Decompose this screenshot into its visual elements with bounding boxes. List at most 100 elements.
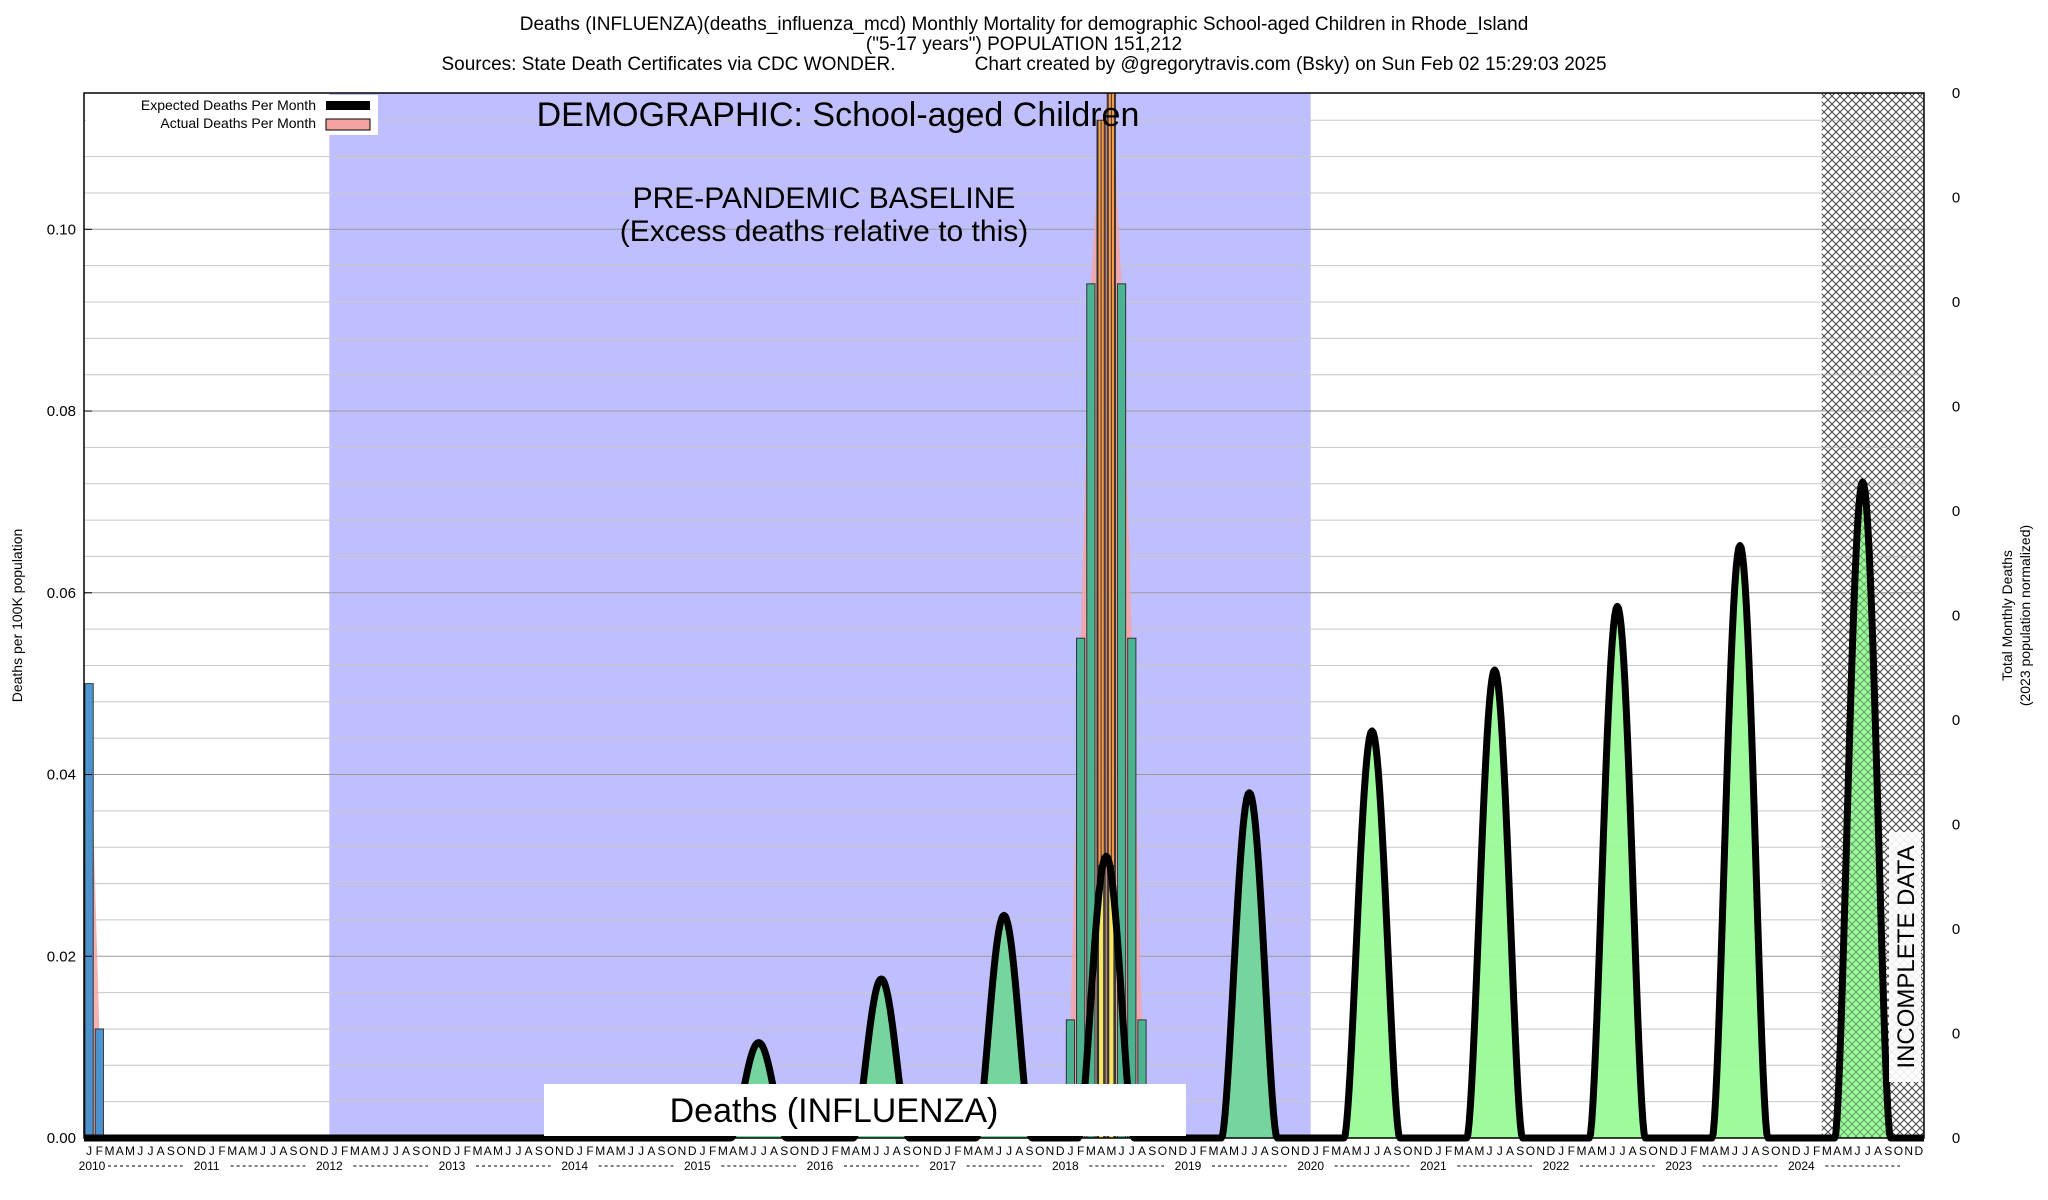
x-month-label: M bbox=[105, 1144, 115, 1158]
y2-tick-label: 0 bbox=[1952, 399, 1960, 416]
x-month-label: O bbox=[1403, 1144, 1412, 1158]
legend-actual-label: Actual Deaths Per Month bbox=[160, 115, 316, 131]
x-month-label: M bbox=[350, 1144, 360, 1158]
x-month-label: O bbox=[1526, 1144, 1535, 1158]
y2-tick-label: 0 bbox=[1952, 85, 1960, 102]
chart-title-line-2: ("5-17 years") POPULATION 151,212 bbox=[865, 34, 1183, 55]
x-month-label: F bbox=[1322, 1144, 1329, 1158]
x-month-label: J bbox=[945, 1144, 951, 1158]
x-month-label: M bbox=[227, 1144, 237, 1158]
x-month-label: N bbox=[1291, 1144, 1300, 1158]
expected-fill-2017 bbox=[976, 915, 1032, 1138]
x-month-label: D bbox=[443, 1144, 452, 1158]
x-month-label: M bbox=[595, 1144, 605, 1158]
x-year-label: 2023 bbox=[1665, 1159, 1692, 1173]
x-year-label: 2019 bbox=[1175, 1159, 1202, 1173]
x-month-label: O bbox=[1035, 1144, 1044, 1158]
y-axis-label: Deaths per 100K population bbox=[9, 529, 25, 703]
x-month-label: D bbox=[811, 1144, 820, 1158]
x-month-label: M bbox=[1352, 1144, 1362, 1158]
x-month-label: N bbox=[1659, 1144, 1668, 1158]
x-month-label: A bbox=[361, 1144, 369, 1158]
x-month-label: N bbox=[310, 1144, 319, 1158]
x-month-label: A bbox=[852, 1144, 860, 1158]
x-month-label: M bbox=[738, 1144, 748, 1158]
x-month-label: F bbox=[1568, 1144, 1575, 1158]
x-month-label: J bbox=[147, 1144, 153, 1158]
x-month-label: J bbox=[1487, 1144, 1493, 1158]
x-month-label: D bbox=[1792, 1144, 1801, 1158]
y-tick-label: 0.00 bbox=[47, 1130, 76, 1147]
x-month-label: O bbox=[912, 1144, 921, 1158]
x-year-label: 2018 bbox=[1052, 1159, 1079, 1173]
x-month-label: J bbox=[1865, 1144, 1871, 1158]
legend-actual-swatch bbox=[325, 118, 371, 131]
x-month-label: N bbox=[555, 1144, 564, 1158]
x-month-label: A bbox=[1588, 1144, 1596, 1158]
x-year-label: 2013 bbox=[439, 1159, 466, 1173]
x-month-label: S bbox=[780, 1144, 788, 1158]
x-month-label: F bbox=[1813, 1144, 1820, 1158]
x-month-label: D bbox=[1424, 1144, 1433, 1158]
x-month-label: M bbox=[125, 1144, 135, 1158]
x-year-label: 2022 bbox=[1543, 1159, 1570, 1173]
x-month-label: J bbox=[137, 1144, 143, 1158]
x-month-label: J bbox=[1497, 1144, 1503, 1158]
x-month-label: S bbox=[1516, 1144, 1524, 1158]
x-month-label: J bbox=[260, 1144, 266, 1158]
x-month-label: D bbox=[320, 1144, 329, 1158]
x-month-label: A bbox=[1833, 1144, 1841, 1158]
x-month-label: O bbox=[1771, 1144, 1780, 1158]
x-month-label: M bbox=[1086, 1144, 1096, 1158]
actual-bar-2010-01 bbox=[84, 683, 94, 1139]
x-month-label: O bbox=[790, 1144, 799, 1158]
baseline-band bbox=[329, 93, 1311, 1138]
expected-fill-2021 bbox=[1467, 670, 1523, 1138]
x-month-label: A bbox=[893, 1144, 901, 1158]
x-month-label: N bbox=[1904, 1144, 1913, 1158]
x-month-label: A bbox=[1629, 1144, 1637, 1158]
x-month-label: A bbox=[1015, 1144, 1023, 1158]
x-month-label: N bbox=[1782, 1144, 1791, 1158]
x-month-label: M bbox=[1331, 1144, 1341, 1158]
x-month-label: M bbox=[493, 1144, 503, 1158]
x-month-label: J bbox=[515, 1144, 521, 1158]
x-month-label: N bbox=[1046, 1144, 1055, 1158]
x-month-label: F bbox=[1077, 1144, 1084, 1158]
x-month-label: M bbox=[1597, 1144, 1607, 1158]
x-month-label: J bbox=[883, 1144, 889, 1158]
x-month-label: O bbox=[1894, 1144, 1903, 1158]
x-month-label: J bbox=[209, 1144, 215, 1158]
x-month-label: J bbox=[1313, 1144, 1319, 1158]
x-month-label: O bbox=[299, 1144, 308, 1158]
x-month-label: A bbox=[647, 1144, 655, 1158]
x-month-label: M bbox=[1454, 1144, 1464, 1158]
x-month-label: D bbox=[197, 1144, 206, 1158]
x-year-label: 2017 bbox=[929, 1159, 956, 1173]
x-month-label: A bbox=[238, 1144, 246, 1158]
y2-tick-label: 0 bbox=[1952, 190, 1960, 207]
x-month-label: S bbox=[903, 1144, 911, 1158]
x-month-label: S bbox=[1148, 1144, 1156, 1158]
x-month-label: J bbox=[1119, 1144, 1125, 1158]
x-month-label: J bbox=[577, 1144, 583, 1158]
x-month-label: D bbox=[1547, 1144, 1556, 1158]
x-month-label: S bbox=[290, 1144, 298, 1158]
cause-label-box bbox=[544, 1084, 1186, 1136]
x-month-label: S bbox=[1639, 1144, 1647, 1158]
x-month-label: J bbox=[1364, 1144, 1370, 1158]
x-month-label: A bbox=[1342, 1144, 1350, 1158]
x-month-label: M bbox=[1106, 1144, 1116, 1158]
x-month-label: O bbox=[1280, 1144, 1289, 1158]
cause-label: Deaths (INFLUENZA) bbox=[670, 1092, 999, 1130]
x-month-label: A bbox=[525, 1144, 533, 1158]
x-month-label: N bbox=[800, 1144, 809, 1158]
x-month-label: F bbox=[341, 1144, 348, 1158]
x-year-label: 2010 bbox=[79, 1159, 106, 1173]
x-year-label: 2024 bbox=[1788, 1159, 1815, 1173]
x-month-label: A bbox=[402, 1144, 410, 1158]
x-month-label: M bbox=[1842, 1144, 1852, 1158]
x-month-label: A bbox=[1710, 1144, 1718, 1158]
y-tick-label: 0.08 bbox=[47, 403, 76, 420]
